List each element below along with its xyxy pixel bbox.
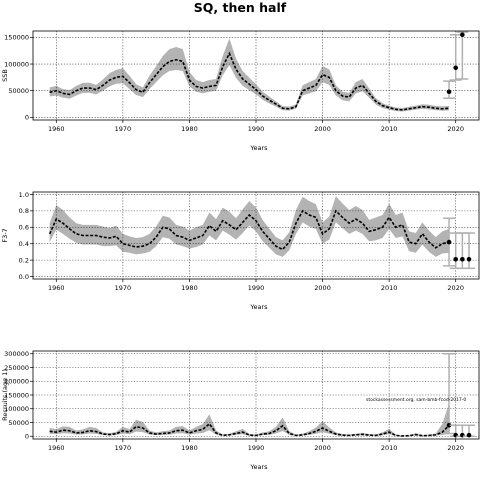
x-tick-label: 2020 (447, 444, 464, 452)
x-tick-label: 1990 (248, 444, 265, 452)
forecast-point (453, 257, 459, 262)
y-tick-label: 200000 (4, 378, 29, 386)
x-axis-label: Years (249, 303, 268, 311)
forecast-point (446, 422, 452, 428)
x-tick-label: 2010 (381, 284, 398, 292)
x-tick-label: 1960 (48, 444, 65, 452)
x-tick-label: 1970 (115, 125, 132, 133)
panel-recruits: 1960 1970 1980 1990 2000 2010 2020 0 50000 100000… (1, 350, 480, 471)
x-tick-label: 1980 (181, 444, 198, 452)
x-tick-label: 2010 (381, 444, 398, 452)
y-axis-label: Recruits (age 1) (1, 369, 9, 421)
y-tick-label: 0.0 (19, 273, 29, 281)
x-tick-label: 1990 (248, 284, 265, 292)
x-tick-label: 2000 (314, 284, 331, 292)
x-tick-label: 2020 (447, 284, 464, 292)
forecast-point (446, 89, 452, 95)
y-tick-label: 0 (25, 433, 29, 441)
y-tick-label: 150000 (4, 34, 29, 42)
fbar-median-line (48, 209, 450, 251)
recruits-ci-band (49, 403, 450, 437)
forecast-point (446, 239, 452, 245)
x-tick-label: 2010 (381, 125, 398, 133)
y-tick-label: 250000 (4, 364, 29, 372)
y-tick-label: 150000 (4, 391, 29, 399)
fbar-ci-band (49, 196, 450, 257)
forecast-point (466, 257, 472, 262)
panel-fbar: 1960 1970 1980 1990 2000 2010 2020 0.0 0.2 0.4 0.6… (1, 191, 480, 311)
y-tick-label: 0.6 (19, 224, 29, 232)
y-tick-label: 100000 (4, 405, 29, 413)
y-tick-label: 50000 (8, 87, 29, 95)
x-tick-label: 2000 (314, 444, 331, 452)
chart-title: SQ, then half (194, 0, 287, 15)
x-tick-label: 1970 (115, 284, 132, 292)
ssb-ci-band (49, 38, 450, 112)
y-tick-label: 300000 (4, 350, 29, 358)
ssb-median-line (49, 51, 450, 111)
y-tick-label: 1.0 (19, 191, 29, 199)
x-tick-label: 2000 (314, 125, 331, 133)
y-tick-label: 0.4 (19, 240, 29, 248)
y-axis-label: F3-7 (1, 228, 9, 242)
panels: 1960 1970 1980 1990 2000 2010 2020 0 50000 100000… (1, 30, 480, 471)
y-tick-label: 0 (25, 114, 29, 122)
annotation-text: stockassessment.org, sam-bmb-fcod-2017-0 (366, 397, 466, 403)
y-axis-label: SSB (1, 69, 9, 82)
x-tick-label: 1960 (48, 284, 65, 292)
y-tick-label: 0.2 (19, 256, 29, 264)
forecast-point (460, 257, 465, 262)
x-tick-label: 1990 (248, 125, 265, 133)
x-tick-label: 1980 (181, 125, 198, 133)
x-tick-label: 1970 (115, 444, 132, 452)
x-tick-label: 1960 (48, 125, 65, 133)
forecast-point (460, 32, 465, 38)
x-axis-label: Years (249, 463, 268, 471)
x-tick-label: 2020 (447, 125, 464, 133)
y-tick-label: 100000 (4, 60, 29, 68)
y-tick-label: 50000 (8, 419, 29, 427)
x-axis-label: Years (249, 144, 268, 152)
y-tick-label: 0.8 (19, 207, 29, 215)
forecast-point (453, 65, 459, 71)
forecast-point (466, 432, 472, 438)
panel-ssb: 1960 1970 1980 1990 2000 2010 2020 0 50000 100000… (1, 30, 480, 152)
x-tick-label: 1980 (181, 284, 198, 292)
